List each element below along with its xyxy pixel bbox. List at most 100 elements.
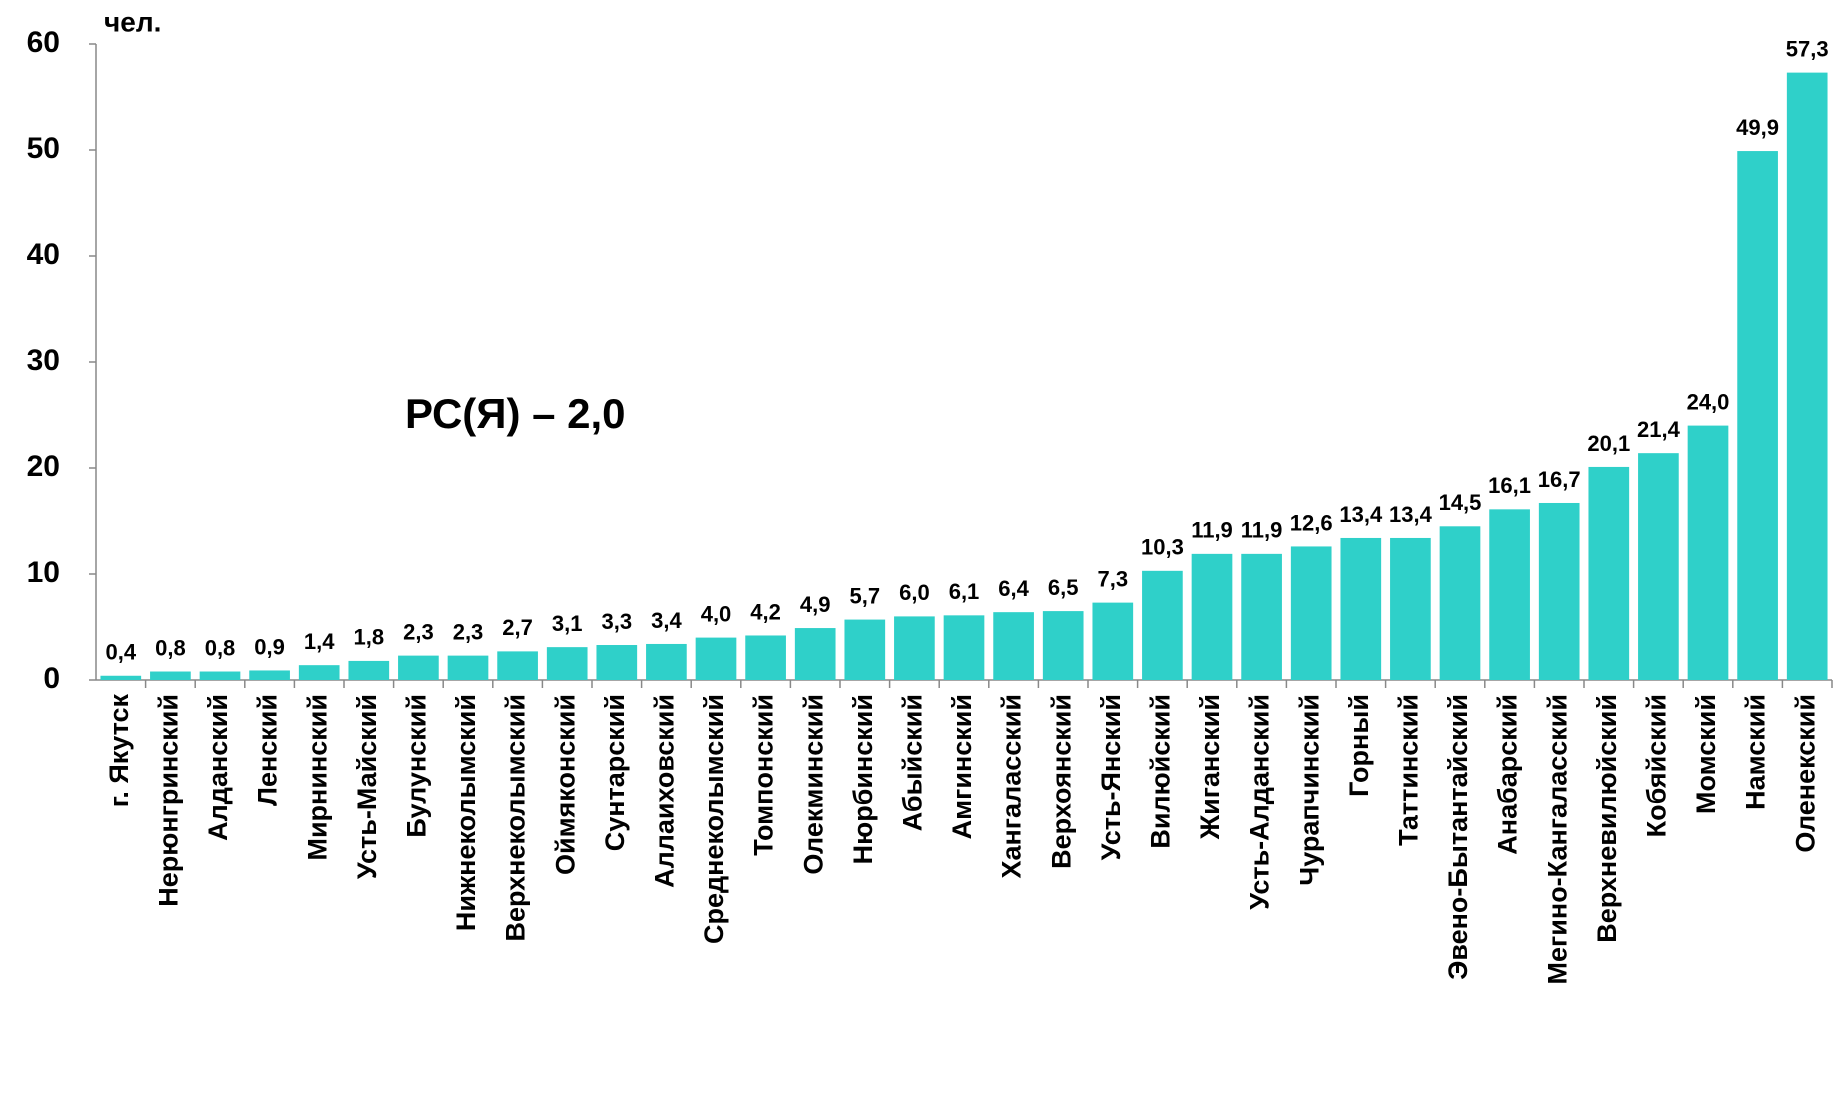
x-tick-label: Анабарский	[1493, 694, 1523, 855]
data-label: 16,7	[1538, 467, 1581, 492]
data-label: 4,2	[750, 599, 781, 624]
bar	[1290, 546, 1332, 680]
data-label: 3,1	[552, 611, 583, 636]
bar	[546, 647, 588, 680]
x-tick-label: Оленекский	[1790, 694, 1820, 853]
data-label: 0,8	[205, 635, 236, 660]
x-tick-label: Хангаласский	[997, 694, 1027, 879]
bar	[993, 612, 1034, 680]
bar	[1439, 526, 1481, 680]
y-tick-label: 30	[27, 344, 60, 377]
x-tick-label: Нюрбинский	[848, 694, 878, 864]
y-tick-label: 10	[27, 556, 60, 589]
x-tick-label: Верхоянский	[1046, 694, 1076, 869]
bar	[100, 675, 142, 680]
data-label: 10,3	[1141, 535, 1184, 560]
data-label: 1,8	[354, 625, 385, 650]
data-label: 6,4	[998, 576, 1029, 601]
x-tick-label: Усть-Алданский	[1245, 694, 1275, 910]
bar	[943, 615, 985, 680]
data-label: 4,9	[800, 592, 831, 617]
data-label: 0,8	[155, 635, 186, 660]
bar	[249, 670, 290, 680]
bar	[1687, 425, 1729, 680]
bar	[1489, 509, 1530, 680]
bar	[348, 660, 390, 680]
data-label: 4,0	[701, 601, 732, 626]
bar	[894, 616, 935, 680]
x-tick-label: Булунский	[402, 694, 432, 838]
data-label: 24,0	[1687, 389, 1730, 414]
y-unit: чел.	[104, 6, 161, 37]
x-tick-label: г. Якутск	[104, 694, 134, 808]
x-tick-label: Томпонский	[749, 694, 779, 856]
bar	[1538, 502, 1580, 680]
data-label: 2,3	[403, 619, 434, 644]
data-label: 1,4	[304, 629, 335, 654]
y-tick-label: 40	[27, 238, 60, 271]
data-label: 6,5	[1048, 575, 1079, 600]
bar	[844, 619, 886, 680]
data-label: 20,1	[1587, 431, 1630, 456]
x-tick-label: Усть-Майский	[352, 694, 382, 879]
data-label: 3,3	[602, 609, 633, 634]
data-label: 13,4	[1389, 502, 1433, 527]
y-tick-label: 60	[27, 26, 60, 59]
bar	[1786, 72, 1828, 681]
y-tick-label: 0	[43, 662, 60, 695]
bar	[794, 628, 836, 680]
data-label: 7,3	[1098, 566, 1129, 591]
bar	[646, 643, 687, 680]
x-tick-label: Нерюнгринский	[154, 694, 184, 907]
bar	[497, 651, 538, 680]
x-tick-label: Оймяконский	[550, 694, 580, 875]
data-label: 2,3	[453, 619, 484, 644]
data-label: 12,6	[1290, 510, 1333, 535]
bar	[1638, 453, 1679, 680]
x-tick-label: Вилюйский	[1146, 694, 1176, 849]
data-label: 0,9	[254, 634, 285, 659]
data-label: 6,1	[949, 579, 980, 604]
data-label: 6,0	[899, 580, 930, 605]
data-label: 21,4	[1637, 417, 1681, 442]
bar	[1340, 537, 1382, 680]
x-tick-label: Среднеколымский	[699, 694, 729, 944]
y-tick-label: 20	[27, 450, 60, 483]
x-tick-label: Мегино-Кангаласский	[1542, 694, 1572, 984]
x-tick-label: Сунтарский	[600, 694, 630, 851]
x-tick-label: Эвено-Бытантайский	[1443, 694, 1473, 980]
x-tick-label: Нижнеколымский	[451, 694, 481, 931]
x-tick-label: Кобяйский	[1642, 694, 1672, 837]
bar	[447, 655, 489, 680]
bar	[695, 637, 737, 680]
x-tick-label: Аллаиховский	[650, 694, 680, 888]
x-tick-label: Усть-Янский	[1096, 694, 1126, 860]
x-tick-label: Абыйский	[898, 694, 928, 831]
bar	[1588, 466, 1630, 680]
annotation: РС(Я) – 2,0	[405, 390, 626, 437]
x-tick-label: Чурапчинский	[1294, 694, 1324, 886]
bar	[1142, 570, 1183, 680]
x-tick-label: Верхнеколымский	[501, 694, 531, 942]
bar	[1390, 537, 1431, 680]
data-label: 0,4	[106, 640, 137, 665]
y-tick-label: 50	[27, 132, 60, 165]
x-tick-label: Амгинский	[947, 694, 977, 839]
data-label: 13,4	[1339, 502, 1383, 527]
data-label: 11,9	[1191, 518, 1233, 543]
data-label: 5,7	[850, 583, 881, 608]
x-tick-label: Алданский	[203, 694, 233, 841]
bar	[1241, 553, 1282, 680]
bar	[199, 671, 241, 680]
bar	[298, 665, 340, 680]
x-tick-label: Олекминский	[798, 694, 828, 875]
x-tick-label: Намский	[1741, 694, 1771, 810]
data-label: 14,5	[1439, 490, 1482, 515]
bar	[150, 671, 191, 680]
x-tick-label: Момский	[1691, 694, 1721, 814]
data-label: 57,3	[1786, 36, 1829, 61]
data-label: 3,4	[651, 608, 682, 633]
bar	[1042, 611, 1084, 680]
data-label: 11,9	[1241, 518, 1283, 543]
